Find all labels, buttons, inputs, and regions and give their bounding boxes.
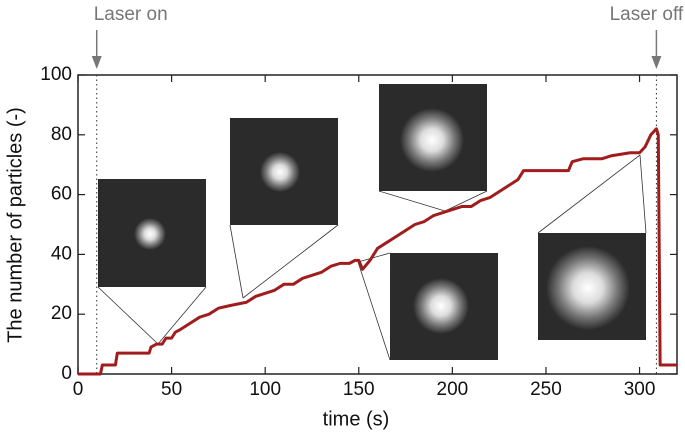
inset-spot bbox=[134, 218, 166, 250]
y-tick-label: 20 bbox=[51, 303, 72, 324]
connector bbox=[378, 190, 446, 212]
connector bbox=[357, 261, 391, 361]
x-tick-label: 100 bbox=[249, 379, 281, 400]
plot-frame bbox=[77, 74, 678, 375]
y-tick-label: 100 bbox=[40, 64, 72, 85]
arrow-head bbox=[91, 56, 102, 69]
connector bbox=[444, 190, 488, 212]
y-axis-label: The number of particles (-) bbox=[4, 107, 26, 343]
x-tick-label: 50 bbox=[161, 379, 182, 400]
inset-spot bbox=[546, 246, 630, 330]
connector bbox=[242, 224, 339, 299]
inset-spot bbox=[400, 108, 464, 172]
arrow-head bbox=[651, 56, 662, 69]
x-tick-label: 200 bbox=[437, 379, 469, 400]
connector bbox=[157, 286, 207, 345]
x-tick-label: 0 bbox=[73, 379, 84, 400]
x-axis-label: time (s) bbox=[323, 408, 390, 430]
insets bbox=[97, 84, 647, 361]
connector bbox=[229, 224, 244, 299]
connector bbox=[639, 154, 647, 234]
y-tick-label: 80 bbox=[51, 124, 72, 145]
annotation-label: Laser on bbox=[94, 4, 168, 25]
connector bbox=[97, 286, 159, 345]
x-tick-label: 150 bbox=[343, 379, 375, 400]
connector bbox=[357, 252, 391, 263]
annotation-label: Laser off bbox=[610, 4, 684, 25]
inset-spot bbox=[413, 278, 469, 334]
y-tick-label: 0 bbox=[61, 363, 72, 384]
y-tick-label: 60 bbox=[51, 184, 72, 205]
inset-spot bbox=[260, 152, 300, 192]
connector bbox=[537, 154, 641, 234]
data-line bbox=[78, 127, 677, 376]
x-tick-label: 300 bbox=[624, 379, 656, 400]
y-tick-label: 40 bbox=[51, 243, 72, 264]
x-tick-label: 250 bbox=[530, 379, 562, 400]
